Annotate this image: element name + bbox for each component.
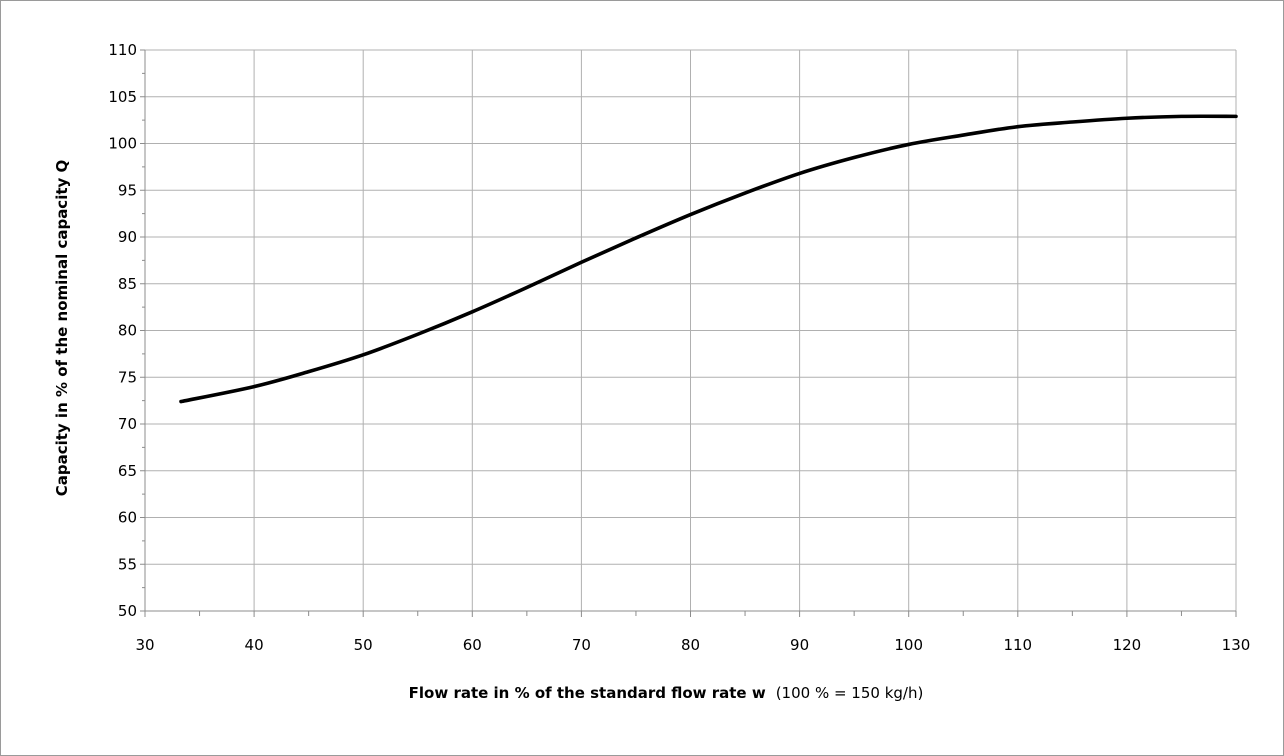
x-tick-label: 30 [135,636,154,654]
series-group [179,114,1238,404]
x-axis-label-note: (100 % = 150 kg/h) [776,684,924,702]
y-tick-label: 95 [118,181,137,199]
axes [140,49,1237,617]
x-tick-labels: 30 40 50 60 70 80 90 100 110 120 130 [135,636,1250,654]
y-tick-label: 75 [118,368,137,386]
y-tick-label: 105 [108,88,137,106]
x-tick-label: 80 [681,636,700,654]
y-tick-label: 90 [118,228,137,246]
x-tick-label: 50 [354,636,373,654]
y-tick-labels: 50 55 60 65 70 75 80 85 90 95 100 105 110 [108,41,137,620]
x-axis-label-main: Flow rate in % of the standard flow rate… [409,684,766,702]
y-tick-label: 80 [118,322,137,340]
x-tick-label: 100 [894,636,923,654]
x-tick-label: 60 [463,636,482,654]
y-tick-label: 55 [118,555,137,573]
x-tick-label: 120 [1113,636,1142,654]
x-tick-label: 110 [1003,636,1032,654]
x-tick-label: 70 [572,636,591,654]
series-line [179,114,1238,404]
y-tick-label: 60 [118,509,137,527]
x-axis-label: Flow rate in % of the standard flow rate… [409,684,924,702]
grid-lines [145,49,1237,611]
y-tick-label: 100 [108,135,137,153]
y-tick-label: 85 [118,275,137,293]
y-tick-label: 110 [108,41,137,59]
y-axis-label: Capacity in % of the nominal capacity Q [53,160,71,497]
y-tick-label: 70 [118,415,137,433]
x-tick-label: 40 [245,636,264,654]
y-tick-label: 65 [118,462,137,480]
y-tick-label: 50 [118,602,137,620]
x-tick-label: 130 [1222,636,1251,654]
x-tick-label: 90 [790,636,809,654]
